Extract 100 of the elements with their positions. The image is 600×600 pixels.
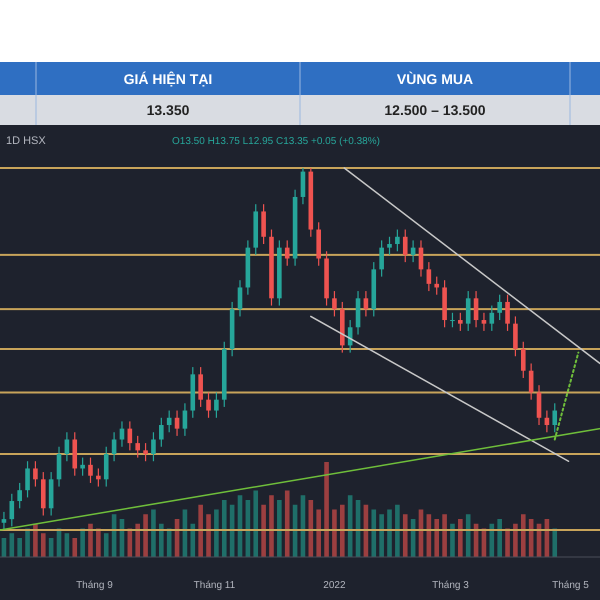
bar: [120, 519, 124, 557]
bar: [513, 524, 518, 557]
candlestick: [214, 392, 219, 418]
bar: [135, 524, 140, 557]
text: VÙNG MUA: [396, 71, 474, 87]
x-tick-label: Tháng 11: [194, 580, 236, 591]
bar: [292, 504, 298, 557]
candlestick: [25, 460, 30, 498]
bar: [40, 533, 46, 557]
bar: [104, 533, 109, 557]
bar: [206, 514, 211, 557]
bar: [253, 490, 258, 557]
bar: [505, 528, 510, 557]
bar: [17, 538, 22, 557]
bar: [214, 510, 219, 557]
candlestick: [410, 240, 416, 263]
candlestick: [112, 432, 116, 462]
bar: [458, 519, 463, 557]
bar: [332, 510, 337, 557]
bar: [536, 524, 542, 557]
bar: [64, 533, 70, 557]
candlestick: [552, 402, 558, 433]
candlestick: [497, 294, 502, 321]
bar: [230, 504, 234, 557]
bar: [56, 528, 62, 557]
bar: [222, 500, 227, 557]
bar: [324, 462, 329, 557]
candlestick: [364, 290, 368, 318]
candlestick: [434, 276, 440, 296]
candlestick: [458, 312, 463, 332]
candlestick: [544, 410, 550, 433]
bar: [48, 538, 54, 557]
bar: [308, 500, 314, 557]
candlestick: [402, 228, 408, 263]
candlestick: [88, 457, 93, 484]
bar: [402, 514, 408, 557]
bar: [284, 490, 290, 557]
bar: [182, 510, 188, 557]
candlestick: [151, 432, 156, 462]
candlestick: [17, 482, 22, 509]
bar: [348, 495, 352, 557]
candlestick: [284, 240, 290, 266]
text: 1D HSX: [6, 135, 46, 147]
candlestick: [182, 402, 188, 436]
bar: [10, 533, 14, 557]
bar: [426, 514, 432, 557]
x-tick-label: Tháng 3: [432, 580, 470, 591]
bar: [474, 524, 478, 557]
candlestick: [143, 442, 148, 462]
bar: [442, 514, 447, 557]
candlestick: [128, 420, 132, 451]
candlestick: [379, 240, 384, 278]
bar: [143, 514, 148, 557]
bar: [261, 504, 266, 557]
bar: [246, 500, 250, 557]
bar: [434, 519, 440, 557]
candlestick: [238, 280, 242, 318]
candlestick: [395, 228, 400, 252]
bar: [198, 504, 203, 557]
x-tick-label: Tháng 5: [552, 580, 590, 591]
candlestick: [80, 457, 85, 476]
candlestick: [64, 432, 70, 462]
bar: [238, 495, 242, 557]
candlestick: [450, 312, 455, 328]
bar: [520, 514, 526, 557]
candlestick: [135, 435, 140, 458]
bar: [418, 510, 424, 557]
bar: [25, 528, 30, 557]
candlestick: [120, 420, 124, 448]
candlestick: [426, 262, 432, 292]
candlestick: [482, 312, 486, 332]
candlestick: [10, 493, 14, 527]
bar: [544, 519, 550, 557]
text: O13.50 H13.75 L12.95 C13.35 +0.05 (+0.38%): [172, 136, 380, 147]
bar: [410, 519, 416, 557]
candlestick: [490, 304, 494, 332]
bar: [395, 504, 400, 557]
bar: [316, 510, 321, 557]
bar: [300, 495, 306, 557]
bar: [159, 524, 164, 557]
candlestick: [528, 362, 534, 400]
candlestick: [96, 468, 101, 488]
candlestick: [418, 240, 424, 278]
candlestick: [2, 511, 6, 531]
bar: [371, 510, 376, 557]
bar: [277, 500, 282, 557]
text: 13.350: [146, 102, 190, 118]
bar: [466, 514, 470, 557]
text: GIÁ HIỆN TẠI: [124, 71, 212, 87]
candlestick: [206, 392, 211, 418]
bar: [450, 524, 455, 557]
bar: [356, 500, 360, 557]
bar: [269, 495, 274, 557]
bar: [88, 524, 93, 557]
bar: [379, 514, 384, 557]
bar: [190, 524, 196, 557]
x-tick-label: 2022: [323, 580, 346, 591]
x-tick-label: Tháng 9: [76, 580, 114, 591]
bar: [490, 524, 494, 557]
bar: [528, 519, 534, 557]
